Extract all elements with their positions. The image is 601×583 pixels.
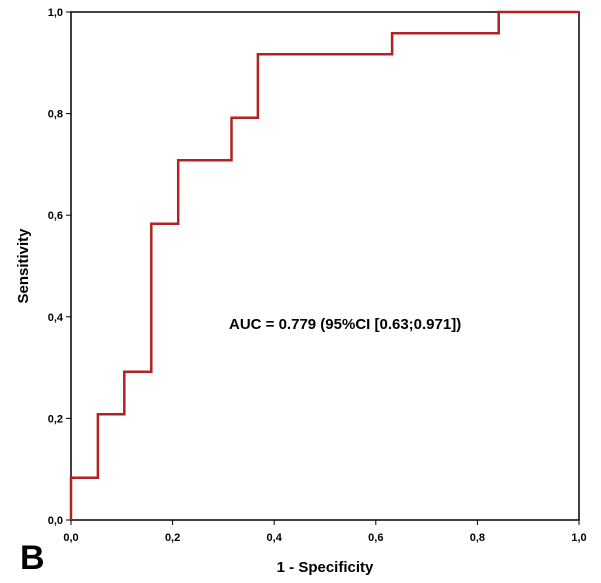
- x-tick-label: 1,0: [571, 532, 586, 544]
- x-tick-label: 0,8: [470, 532, 485, 544]
- roc-curve-series: [69, 10, 579, 520]
- y-tick-label: 1,0: [48, 7, 63, 19]
- x-tick-label: 0,0: [63, 532, 78, 544]
- y-tick-label: 0,2: [48, 413, 63, 425]
- axis-tick-labels: 0,0 0,2 0,4 0,6 0,8 1,0 0,0 0,2 0,4 0,6 0,8 1,0: [48, 7, 587, 544]
- y-tick-label: 0,8: [48, 109, 63, 121]
- y-tick-label: 0,0: [48, 515, 63, 527]
- y-tick-label: 0,4: [48, 312, 64, 324]
- x-tick-label: 0,6: [368, 532, 383, 544]
- x-tick-label: 0,4: [267, 532, 283, 544]
- panel-label: B: [20, 539, 45, 577]
- x-tick-label: 0,2: [165, 532, 180, 544]
- y-axis-title: Sensitivity: [15, 228, 32, 304]
- x-axis-title: 1 - Specificity: [277, 559, 374, 576]
- axis-ticks: [66, 11, 580, 525]
- y-tick-label: 0,6: [48, 210, 63, 222]
- plot-frame: [70, 11, 580, 521]
- auc-annotation: AUC = 0.779 (95%CI [0.63;0.971]): [229, 316, 461, 333]
